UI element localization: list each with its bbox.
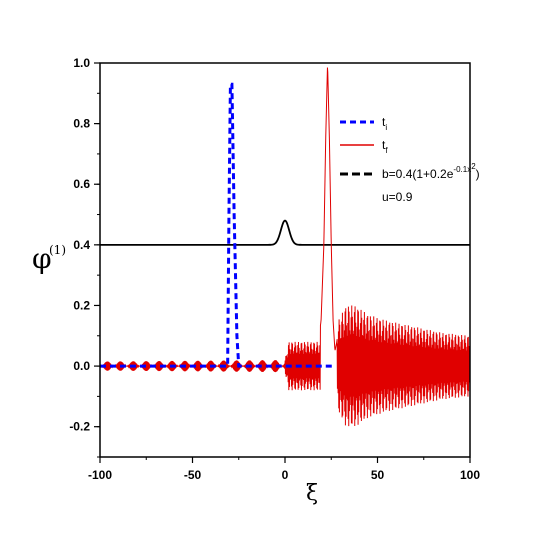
y-tick-label: 0.0 xyxy=(73,359,90,373)
x-tick-label: -100 xyxy=(88,468,112,482)
x-tick-label: 100 xyxy=(460,468,480,482)
y-tick-label: 1.0 xyxy=(73,56,90,70)
y-axis-label: φ (1) xyxy=(32,242,66,275)
axes-layer: -100 -50 0 50 100 -0.2 0.0 0.2 0.4 0.6 0.8 1.0 xyxy=(69,56,480,482)
x-tick-label: 0 xyxy=(282,468,289,482)
y-tick-label: -0.2 xyxy=(69,420,90,434)
series-tf-line xyxy=(99,67,471,427)
y-tick-label: 0.2 xyxy=(73,298,90,312)
y-tick-label: 0.4 xyxy=(73,238,90,252)
series-ti-line xyxy=(100,82,335,368)
legend-label-b: b=0.4(1+0.2e-0.1x2) xyxy=(382,162,480,181)
annotation-u: u=0.9 xyxy=(382,190,413,204)
y-tick-label: 0.8 xyxy=(73,117,90,131)
series-b-line xyxy=(100,219,470,246)
x-axis-label: ξ xyxy=(306,481,318,506)
series-layer xyxy=(99,67,471,427)
legend-label-tf: tf xyxy=(382,138,388,155)
svg-text:(1): (1) xyxy=(49,243,66,257)
y-tick-label: 0.6 xyxy=(73,177,90,191)
legend: ti tf b=0.4(1+0.2e-0.1x2) u=0.9 xyxy=(340,115,480,204)
legend-label-ti: ti xyxy=(382,115,387,132)
x-tick-label: 50 xyxy=(371,468,385,482)
x-tick-label: -50 xyxy=(184,468,202,482)
svg-text:φ: φ xyxy=(32,242,52,275)
